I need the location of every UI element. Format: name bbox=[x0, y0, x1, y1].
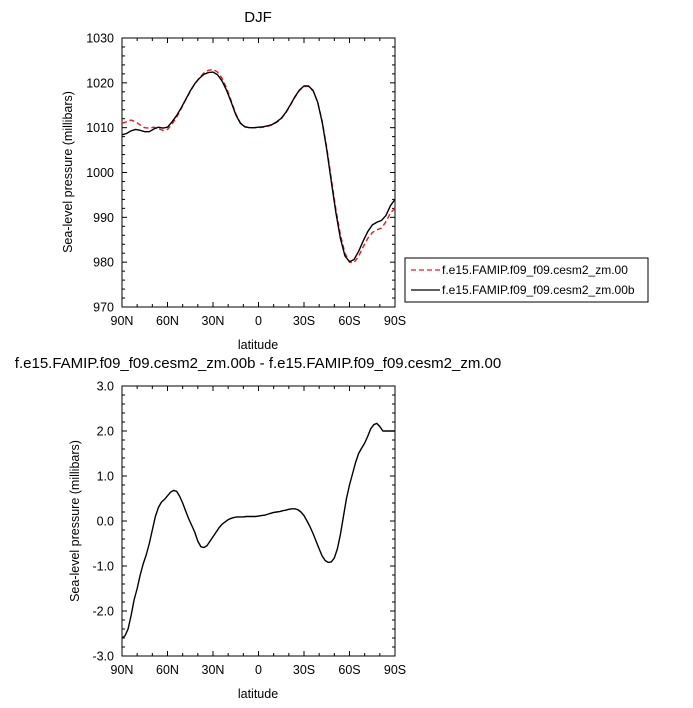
x-tick-label: 60N bbox=[156, 314, 179, 328]
series-layer bbox=[121, 68, 396, 264]
chart-title: f.e15.FAMIP.f09_f09.cesm2_zm.00b - f.e15… bbox=[15, 355, 501, 372]
x-tick-label: 60S bbox=[338, 663, 360, 677]
y-tick-label: -2.0 bbox=[92, 605, 114, 619]
series-layer bbox=[121, 422, 395, 639]
plot-frame bbox=[121, 385, 396, 657]
series-line-2 bbox=[121, 71, 396, 263]
y-tick-label: 1.0 bbox=[97, 470, 114, 484]
series-line-1 bbox=[121, 422, 395, 639]
y-axis-ticks: -3.0 -2.0 -1.0 0.0 1.0 2.0 3.0 bbox=[92, 380, 395, 664]
x-tick-label: 90S bbox=[384, 314, 406, 328]
legend-label-series-1: f.e15.FAMIP.f09_f09.cesm2_zm.00 bbox=[442, 263, 628, 277]
y-axis-label: Sea-level pressure (millibars) bbox=[61, 91, 75, 253]
x-axis-ticks: 90N 60N 30N 0 30S 60S 90S bbox=[111, 38, 406, 328]
x-tick-label: 30S bbox=[293, 663, 315, 677]
x-tick-label: 0 bbox=[255, 314, 262, 328]
x-axis-ticks: 90N 60N 30N 0 30S 60S 90S bbox=[111, 386, 406, 677]
y-tick-label: -1.0 bbox=[92, 560, 114, 574]
y-tick-label: 980 bbox=[93, 256, 114, 270]
bottom-panel: f.e15.FAMIP.f09_f09.cesm2_zm.00b - f.e15… bbox=[15, 355, 501, 701]
x-tick-label: 30S bbox=[293, 314, 315, 328]
y-tick-label: 3.0 bbox=[97, 380, 114, 394]
legend-label-series-2: f.e15.FAMIP.f09_f09.cesm2_zm.00b bbox=[442, 283, 635, 297]
plot-frame bbox=[121, 37, 396, 308]
y-tick-label: -3.0 bbox=[92, 650, 114, 664]
y-axis-ticks: 970 980 990 1000 1010 1020 1030 bbox=[86, 32, 395, 315]
x-axis-label: latitude bbox=[238, 338, 278, 352]
x-tick-label: 30N bbox=[202, 663, 225, 677]
x-axis-label: latitude bbox=[238, 687, 278, 701]
y-tick-label: 1020 bbox=[86, 76, 114, 90]
x-tick-label: 90S bbox=[384, 663, 406, 677]
chart-title: DJF bbox=[244, 9, 272, 26]
y-tick-label: 990 bbox=[93, 211, 114, 225]
top-panel: DJF 90N 60N 30N 0 30S 60S 90S 970 980 990 1000 101… bbox=[61, 9, 406, 352]
x-tick-label: 30N bbox=[202, 314, 225, 328]
x-tick-label: 60N bbox=[156, 663, 179, 677]
y-tick-label: 1000 bbox=[86, 166, 114, 180]
y-tick-label: 970 bbox=[93, 301, 114, 315]
x-tick-label: 90N bbox=[111, 663, 134, 677]
y-tick-label: 0.0 bbox=[97, 515, 114, 529]
y-tick-label: 2.0 bbox=[97, 425, 114, 439]
y-axis-label: Sea-level pressure (millibars) bbox=[68, 440, 82, 602]
legend-box bbox=[404, 257, 649, 303]
x-tick-label: 0 bbox=[255, 663, 262, 677]
x-tick-label: 90N bbox=[111, 314, 134, 328]
legend: f.e15.FAMIP.f09_f09.cesm2_zm.00 f.e15.FA… bbox=[404, 257, 649, 303]
x-tick-label: 60S bbox=[338, 314, 360, 328]
y-tick-label: 1030 bbox=[86, 32, 114, 46]
y-tick-label: 1010 bbox=[86, 121, 114, 135]
series-line-1 bbox=[121, 68, 396, 264]
